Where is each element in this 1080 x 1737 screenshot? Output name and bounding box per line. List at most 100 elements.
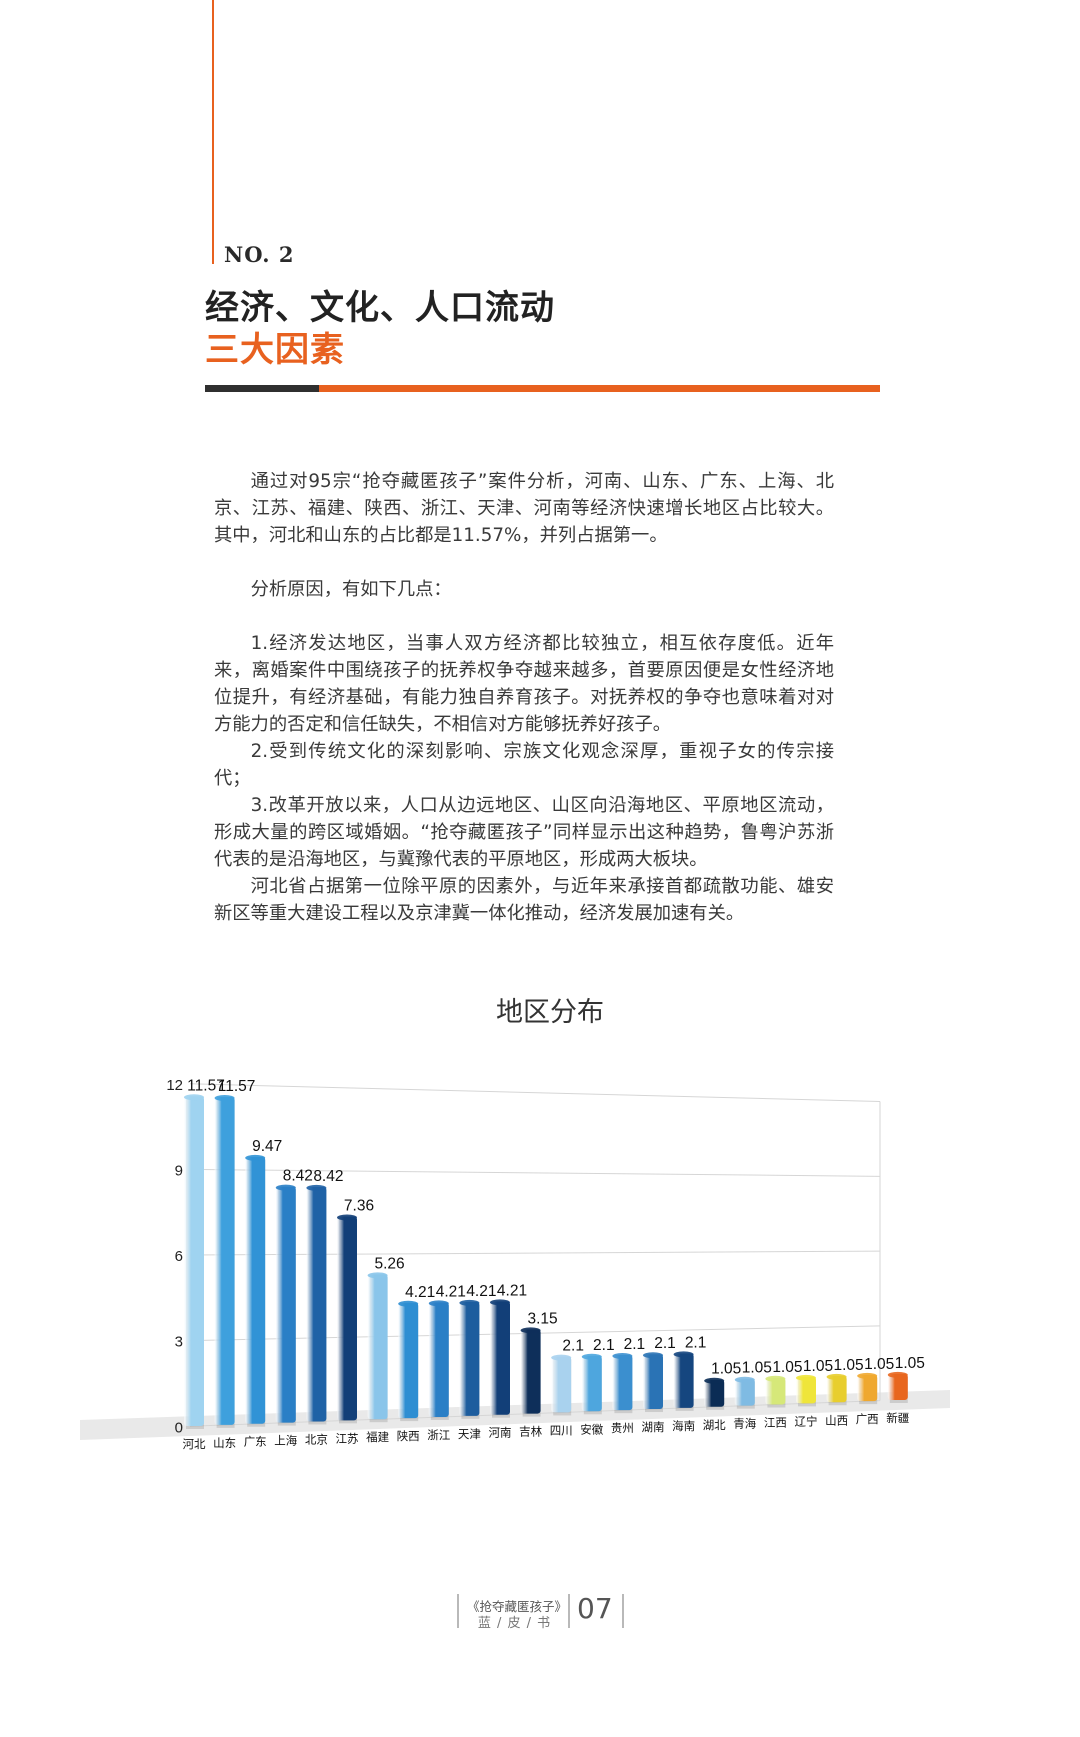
data-label: 1.05: [803, 1358, 833, 1375]
xtick-label: 山东: [213, 1436, 236, 1450]
xtick-label: 湖南: [642, 1420, 665, 1434]
bar-cap: [337, 1214, 357, 1221]
data-label: 7.36: [344, 1197, 374, 1214]
xtick-label: 北京: [305, 1432, 328, 1446]
xtick-label: 河南: [489, 1426, 512, 1440]
footer-divider-left: [457, 1594, 459, 1628]
data-label: 1.05: [711, 1361, 741, 1378]
ytick-label: 9: [175, 1162, 183, 1179]
xtick-label: 江西: [764, 1416, 787, 1430]
bar-江西: [765, 1377, 786, 1405]
bar-cap: [887, 1371, 908, 1378]
bar-山西: [826, 1375, 847, 1403]
data-label: 4.21: [497, 1282, 527, 1299]
bar-cap: [306, 1184, 327, 1191]
bar-cap: [275, 1184, 296, 1191]
bar-cap: [490, 1299, 510, 1306]
bar-上海: [275, 1186, 296, 1423]
bar-cap: [734, 1376, 755, 1383]
page-footer: 《抢夺藏匿孩子》 蓝 / 皮 / 书 07: [455, 1592, 655, 1631]
data-label: 4.21: [405, 1284, 435, 1301]
data-label: 1.05: [864, 1356, 894, 1373]
paragraph-reason-3: 3.改革开放以来，人口从边远地区、山区向沿海地区、平原地区流动，形成大量的跨区域…: [214, 795, 834, 870]
paragraph-intro: 通过对95宗“抢夺藏匿孩子”案件分析，河南、山东、广东、上海、北京、江苏、福建、…: [214, 471, 834, 546]
ytick-label: 0: [175, 1419, 183, 1436]
bar-河南: [490, 1301, 510, 1415]
xtick-label: 广西: [856, 1412, 879, 1426]
xtick-label: 陕西: [397, 1429, 420, 1443]
paragraph-hebei: 河北省占据第一位除平原的因素外，与近年来承接首都疏散功能、雄安新区等重大建设工程…: [214, 876, 834, 924]
bar-cap: [551, 1354, 572, 1361]
bar-广西: [857, 1374, 878, 1402]
bar-青海: [734, 1378, 755, 1406]
xtick-label: 安徽: [580, 1422, 603, 1436]
data-label: 8.42: [283, 1168, 313, 1185]
data-label: 2.1: [562, 1338, 584, 1355]
title-rule-orange: [319, 385, 880, 392]
bar-cap: [796, 1374, 816, 1381]
bar-cap: [245, 1154, 266, 1161]
xtick-label: 新疆: [886, 1411, 909, 1425]
body-text: 通过对95宗“抢夺藏匿孩子”案件分析，河南、山东、广东、上海、北京、江苏、福建、…: [214, 468, 834, 927]
bar-cap: [704, 1377, 725, 1384]
paragraph-reason-2: 2.受到传统文化的深刻影响、宗族文化观念深厚，重视子女的传宗接代；: [214, 741, 834, 789]
footer-divider-middle: [568, 1594, 570, 1628]
bar-cap: [765, 1375, 786, 1382]
xtick-label: 贵州: [611, 1421, 634, 1435]
page-number: 07: [577, 1592, 613, 1625]
data-label: 1.05: [834, 1357, 864, 1374]
bar-新疆: [887, 1373, 908, 1400]
data-label: 1.05: [772, 1359, 802, 1376]
bar-河北: [184, 1096, 204, 1426]
bar-辽宁: [796, 1376, 816, 1404]
chart-title: 地区分布: [496, 997, 604, 1028]
header-accent-line: [212, 0, 214, 264]
xtick-label: 辽宁: [795, 1414, 818, 1428]
data-label: 4.21: [466, 1283, 496, 1300]
xtick-label: 广东: [244, 1435, 267, 1449]
xtick-label: 湖北: [703, 1418, 726, 1432]
xtick-label: 海南: [672, 1419, 695, 1433]
bar-福建: [367, 1274, 388, 1420]
bar-cap: [367, 1272, 388, 1279]
xtick-label: 河北: [183, 1437, 206, 1451]
bar-北京: [306, 1186, 327, 1422]
paragraph-reason-1: 1.经济发达地区，当事人双方经济都比较独立，相互依存度低。近年来，离婚案件中围绕…: [214, 633, 834, 735]
data-label: 11.57: [218, 1078, 256, 1095]
ytick-label: 6: [175, 1248, 183, 1265]
section-title: 经济、文化、人口流动: [205, 288, 555, 328]
data-label: 9.47: [252, 1138, 282, 1155]
footer-book-title: 《抢夺藏匿孩子》: [467, 1599, 568, 1614]
xtick-label: 青海: [733, 1417, 756, 1431]
bar-cap: [459, 1299, 480, 1306]
xtick-label: 福建: [366, 1430, 389, 1444]
bar-cap: [428, 1300, 449, 1307]
bar-海南: [673, 1353, 694, 1408]
bar-湖北: [704, 1379, 725, 1407]
bar-cap: [520, 1327, 541, 1334]
data-label: 2.1: [685, 1334, 707, 1351]
data-label: 2.1: [624, 1336, 646, 1353]
title-rule-dark: [205, 385, 319, 392]
gridline: [189, 1250, 881, 1256]
section-number: NO. 2: [224, 242, 295, 267]
bar-广东: [245, 1156, 266, 1424]
bar-贵州: [612, 1355, 633, 1411]
bar-湖南: [643, 1354, 663, 1410]
footer-subtitle: 蓝 / 皮 / 书: [477, 1616, 552, 1631]
bar-cap: [826, 1373, 847, 1380]
data-label: 2.1: [593, 1337, 615, 1354]
data-label: 4.21: [436, 1283, 466, 1300]
xtick-label: 浙江: [427, 1428, 450, 1442]
bar-山东: [214, 1096, 235, 1425]
gridline: [189, 1168, 881, 1177]
gridline: [189, 1083, 881, 1103]
chart-floor: [80, 1390, 950, 1440]
ytick-label: 12: [166, 1077, 183, 1094]
section-subtitle: 三大因素: [205, 330, 345, 370]
bar-四川: [551, 1356, 572, 1413]
bar-江苏: [337, 1216, 357, 1421]
bar-cap: [214, 1094, 235, 1101]
data-label: 1.05: [895, 1355, 925, 1372]
